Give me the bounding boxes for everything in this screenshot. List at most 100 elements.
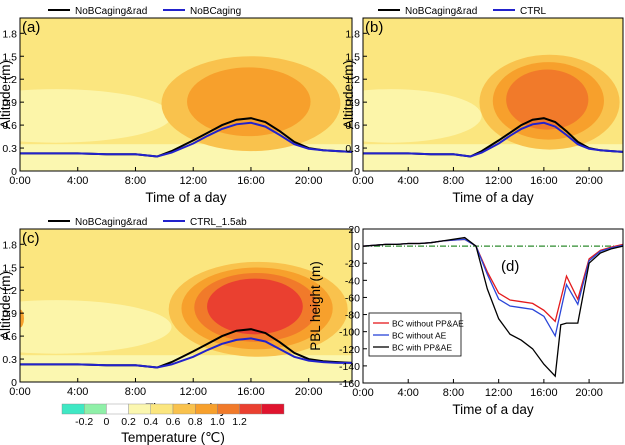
contour-fill-level-0.2: [20, 144, 352, 171]
x-tick-label: 12:00: [485, 175, 513, 187]
legend-label: CTRL_1.5ab: [190, 217, 247, 228]
y-tick-label: -60: [345, 292, 360, 304]
y-tick-label: 0.9: [2, 97, 17, 109]
panel-c: 0:00 4:00 8:00 12:00 16:00 20:00 0 0.3 0.6 0.9 1.2…: [0, 217, 353, 416]
x-tick-label: 12:00: [179, 386, 207, 398]
x-tick-label: 20:00: [575, 387, 603, 399]
y-tick-label: 0.6: [2, 331, 17, 343]
plot-frame: [19, 228, 353, 383]
contour-fill-level-1.2: [207, 278, 303, 335]
y-tick-label: 1.2: [2, 285, 17, 297]
colorbar-swatch: [172, 403, 196, 415]
series-line: [20, 121, 353, 158]
contour-fill-level-0.8: [187, 67, 311, 137]
x-tick-label: 12:00: [179, 175, 207, 187]
contour-fill-edge-patch: [20, 309, 24, 328]
y-tick-label: -20: [345, 258, 360, 270]
colorbar-swatch: [239, 403, 263, 415]
y-tick-label: 0.6: [2, 120, 17, 132]
x-tick-label: 4:00: [67, 175, 88, 187]
x-tick-label: 12:00: [485, 387, 513, 399]
x-tick-label: 4:00: [398, 387, 419, 399]
contour-fill-level-0.2: [20, 300, 172, 354]
y-tick-label: 0.3: [345, 143, 360, 155]
colorbar-swatch: [217, 403, 240, 415]
legend-label: CTRL: [520, 6, 547, 17]
y-tick-label: -140: [339, 361, 360, 373]
y-axis-title: Altitude (m): [341, 60, 356, 129]
x-axis-title: Time of a day: [145, 190, 227, 205]
plot-frame: [362, 17, 624, 172]
x-axis-title: Time of a day: [452, 190, 534, 205]
legend-label: NoBCaging&rad: [75, 6, 147, 17]
contour-field: [20, 18, 352, 171]
x-tick-label: 20:00: [295, 386, 323, 398]
colorbar-swatch: [150, 403, 174, 415]
y-tick-label: 1.5: [2, 51, 17, 63]
y-tick-label: 1.8: [2, 28, 17, 40]
colorbar-swatch: [194, 403, 218, 415]
legend-label: NoBCaging&rad: [75, 217, 147, 228]
y-tick-label: 1.8: [2, 239, 17, 251]
y-tick-label: 0: [11, 377, 17, 389]
colorbar-tick-label: 0.2: [121, 416, 136, 428]
y-tick-label: 1.8: [345, 28, 360, 40]
x-tick-label: 4:00: [67, 386, 88, 398]
legend-label: BC without PP&AE: [392, 319, 464, 329]
panel-label: (b): [365, 19, 383, 36]
x-axis-title: Time of a day: [452, 402, 534, 417]
panel-label: (c): [22, 230, 40, 247]
y-axis-title: Altitude (m): [0, 60, 13, 129]
contour-fill-level-1.0: [506, 69, 589, 130]
colorbar-tick-label: -0.2: [75, 416, 93, 428]
x-tick-label: 20:00: [575, 175, 603, 187]
y-tick-label: 1.5: [345, 51, 360, 63]
x-tick-label: 4:00: [398, 175, 419, 187]
y-tick-label: 20: [348, 224, 360, 236]
colorbar: -0.2 0 0.2 0.4 0.6 0.8 1.0 1.2 Temperature (℃): [61, 403, 285, 445]
x-tick-label: 16:00: [237, 386, 265, 398]
contour-fill-level-0.2: [363, 144, 623, 171]
plot-frame: [19, 17, 353, 172]
colorbar-tick-label: 0.4: [143, 416, 158, 428]
y-tick-label: 1.2: [2, 74, 17, 86]
y-tick-label: 0: [11, 166, 17, 178]
panel-label: (d): [501, 258, 519, 275]
x-tick-label: 8:00: [443, 387, 464, 399]
colorbar-swatch: [83, 403, 107, 415]
x-tick-label: 0:00: [9, 175, 30, 187]
x-tick-label: 8:00: [443, 175, 464, 187]
x-tick-label: 16:00: [530, 175, 558, 187]
y-tick-label: 1.5: [2, 262, 17, 274]
x-tick-label: 8:00: [125, 175, 146, 187]
contour-fill-level-0.2: [363, 89, 482, 143]
x-tick-label: 0:00: [352, 175, 373, 187]
y-tick-label: -100: [339, 327, 360, 339]
colorbar-swatch: [61, 403, 85, 415]
panel-label: (a): [22, 19, 40, 36]
y-tick-label: 0.3: [2, 143, 17, 155]
colorbar-title: Temperature (℃): [121, 430, 225, 445]
colorbar-tick-label: 1.2: [232, 416, 247, 428]
contour-fill-level-0.2: [20, 89, 172, 143]
legend-label: BC without AE: [392, 331, 447, 341]
y-tick-label: -40: [345, 275, 360, 287]
x-tick-label: 0:00: [352, 387, 373, 399]
y-tick-label: 0.3: [2, 354, 17, 366]
colorbar-swatch: [128, 403, 152, 415]
colorbar-tick-label: 0: [103, 416, 109, 428]
y-tick-label: 0: [354, 241, 360, 253]
legend-label: BC with PP&AE: [392, 343, 452, 353]
x-tick-label: 0:00: [9, 386, 30, 398]
panel-a: 0:00 4:00 8:00 12:00 16:00 20:00 0 0.3 0.6 0.9 1.2…: [0, 6, 353, 205]
series-line: [363, 121, 624, 158]
colorbar-tick-label: 0.6: [166, 416, 181, 428]
y-tick-label: 0.9: [345, 97, 360, 109]
panel-b: 0:00 4:00 8:00 12:00 16:00 20:00 0 0.3 0.6 0.9 1.2…: [341, 6, 624, 205]
colorbar-tick-label: 0.8: [188, 416, 203, 428]
legend-label: NoBCaging&rad: [405, 6, 477, 17]
panel-d: 0:00 4:00 8:00 12:00 16:00 20:00 20 0 -20 -40 -60 -…: [308, 224, 624, 417]
legend-box: [368, 312, 462, 357]
series-line: [20, 337, 352, 369]
